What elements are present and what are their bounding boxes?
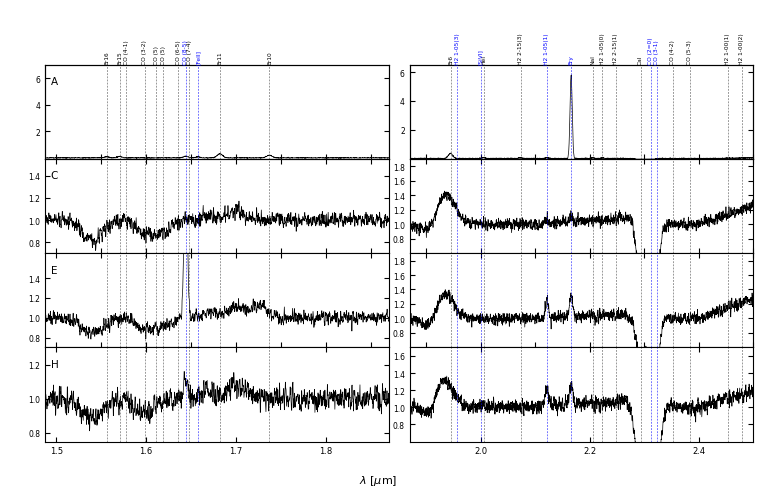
Text: Br6: Br6 (448, 55, 453, 65)
Text: H2 1-00(1): H2 1-00(1) (725, 33, 731, 65)
Text: Br16: Br16 (104, 51, 109, 65)
Text: CO (6-5): CO (6-5) (176, 40, 181, 65)
Text: NaI: NaI (590, 55, 595, 65)
Text: Br11: Br11 (217, 51, 223, 65)
Text: CO (2=0): CO (2=0) (648, 38, 653, 65)
Text: H2 2-15(3): H2 2-15(3) (518, 33, 523, 65)
Text: $\lambda$ [$\mu$m]: $\lambda$ [$\mu$m] (360, 473, 397, 487)
Text: H2 1-00(2): H2 1-00(2) (739, 33, 744, 65)
Text: CaI: CaI (638, 56, 643, 65)
Text: HeI: HeI (481, 55, 486, 65)
Text: E: E (51, 265, 57, 275)
Text: Br10: Br10 (267, 51, 272, 65)
Text: CO (7-4): CO (7-4) (187, 40, 192, 65)
Text: CO (8-5): CO (8-5) (183, 40, 188, 65)
Text: CO (3-2): CO (3-2) (142, 40, 148, 65)
Text: A: A (51, 77, 58, 87)
Text: H: H (51, 359, 58, 369)
Text: H2 1-05(1): H2 1-05(1) (544, 33, 550, 65)
Text: CO (3-1): CO (3-1) (654, 40, 659, 65)
Text: H2 1-05(3): H2 1-05(3) (455, 33, 460, 65)
Text: H2 1-05(0): H2 1-05(0) (600, 33, 605, 65)
Text: [FeII]: [FeII] (195, 50, 201, 65)
Text: C: C (51, 171, 58, 181)
Text: CO (5): CO (5) (154, 46, 159, 65)
Text: H2 2-15(1): H2 2-15(1) (613, 33, 618, 65)
Text: Br15: Br15 (117, 51, 122, 65)
Text: CO (4-1): CO (4-1) (124, 40, 129, 65)
Text: CO (5-3): CO (5-3) (687, 40, 692, 65)
Text: CO (5): CO (5) (160, 46, 166, 65)
Text: Bry: Bry (569, 55, 574, 65)
Text: [SiVI]: [SiVI] (478, 49, 483, 65)
Text: CO (4-2): CO (4-2) (670, 40, 675, 65)
